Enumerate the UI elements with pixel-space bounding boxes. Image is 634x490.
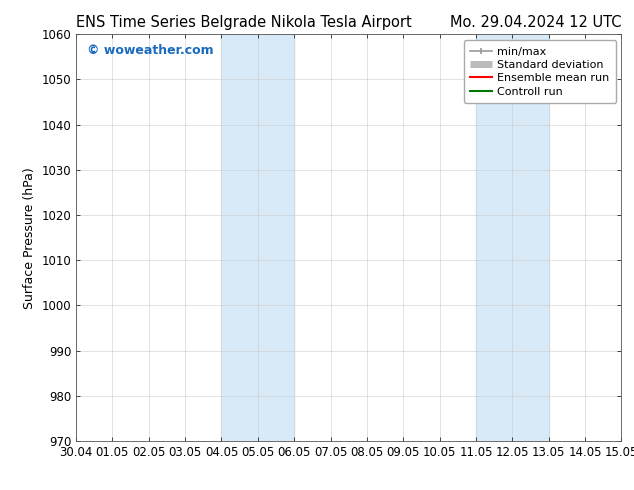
Legend: min/max, Standard deviation, Ensemble mean run, Controll run: min/max, Standard deviation, Ensemble me… [463,40,616,103]
Text: ENS Time Series Belgrade Nikola Tesla Airport: ENS Time Series Belgrade Nikola Tesla Ai… [76,15,412,30]
Bar [221,34,294,441]
Bar [476,34,548,441]
Text: Mo. 29.04.2024 12 UTC: Mo. 29.04.2024 12 UTC [450,15,621,30]
Text: © woweather.com: © woweather.com [87,45,214,57]
Y-axis label: Surface Pressure (hPa): Surface Pressure (hPa) [23,167,36,309]
